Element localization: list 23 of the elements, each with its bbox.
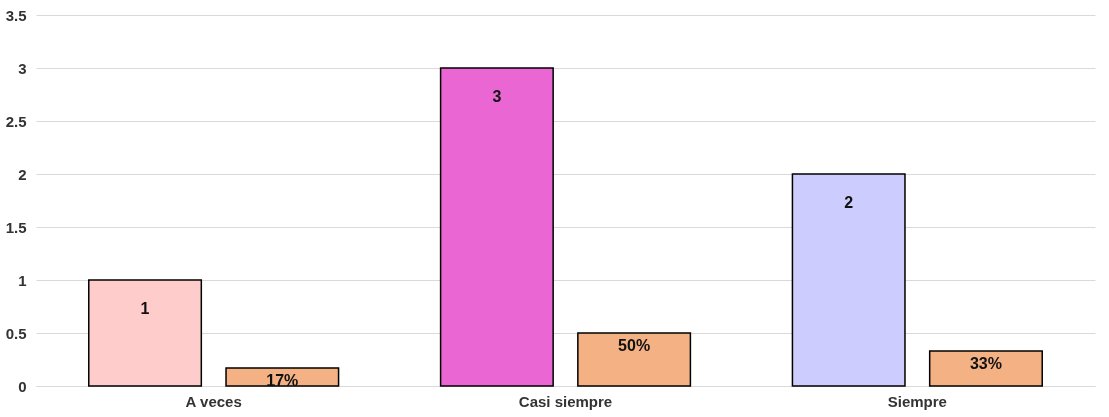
data-label: 3: [492, 88, 502, 105]
data-label: 17%: [266, 371, 299, 389]
bar: [577, 332, 692, 387]
x-tick-label: Casi siempre: [518, 392, 613, 410]
data-label: 1: [140, 300, 150, 317]
y-tick-label: 3.5: [5, 6, 27, 24]
data-label: 33%: [969, 355, 1002, 373]
x-tick-label: A veces: [185, 392, 242, 410]
y-tick-label: 0: [18, 377, 27, 395]
y-tick-label: 1: [18, 271, 27, 289]
y-tick-label: 0.5: [5, 324, 27, 342]
bar: [791, 173, 906, 387]
bar: [225, 367, 340, 387]
bar: [439, 67, 554, 387]
bar: [928, 350, 1043, 387]
y-tick-label: 2.5: [5, 112, 27, 130]
bar: [88, 279, 203, 387]
x-tick-label: Siempre: [887, 392, 947, 410]
data-label: 50%: [618, 337, 651, 354]
y-tick-label: 1.5: [5, 218, 27, 236]
y-tick-label: 3: [18, 59, 27, 77]
data-label: 2: [844, 194, 854, 211]
y-tick-label: 2: [18, 165, 27, 183]
